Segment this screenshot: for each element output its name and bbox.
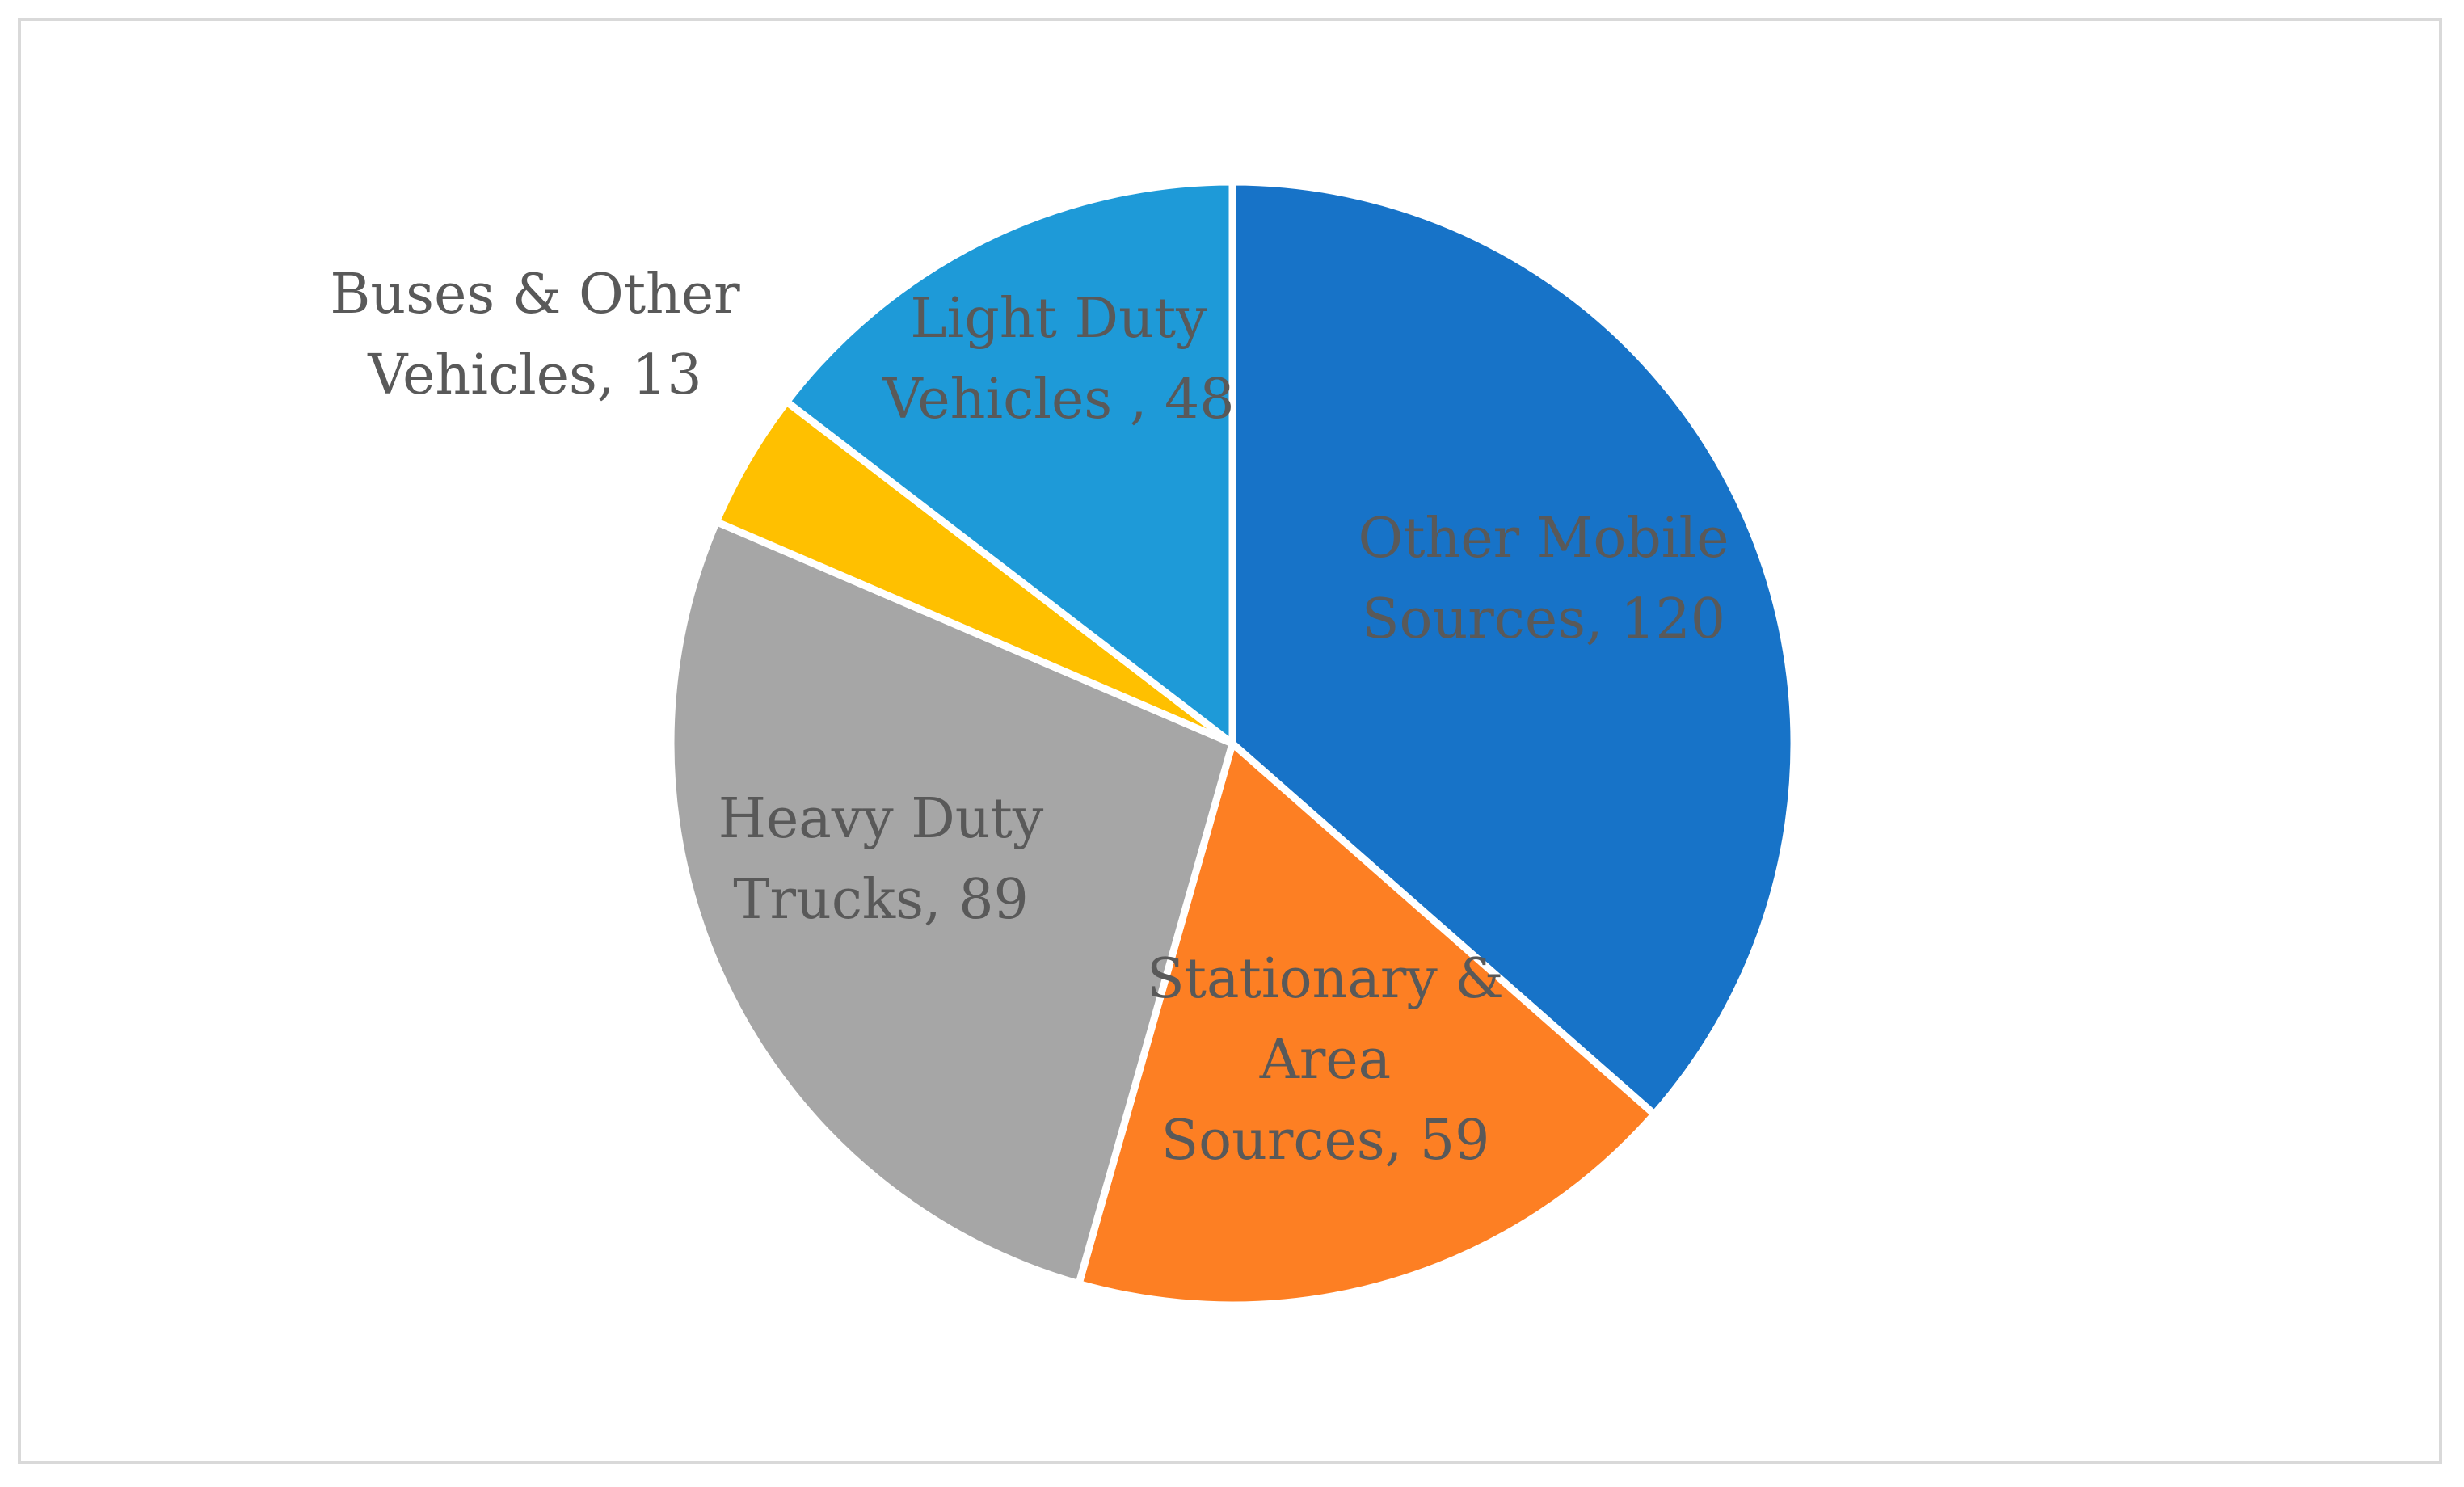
slice-label-heavy-duty-trucks: Heavy Duty Trucks, 89 bbox=[718, 787, 1044, 932]
slice-label-line: Vehicles , 48 bbox=[882, 368, 1235, 432]
slice-label-line: Stationary & bbox=[1147, 947, 1504, 1011]
slice-label-light-duty-vehicles: Light Duty Vehicles , 48 bbox=[882, 287, 1235, 432]
pie-slice-stationary-area-sources bbox=[1075, 739, 1658, 1309]
slice-label-line: Vehicles, 13 bbox=[367, 343, 701, 407]
slice-label-line: Other Mobile bbox=[1358, 507, 1729, 571]
slice-label-line: Heavy Duty bbox=[718, 787, 1044, 851]
pie-slice-other-mobile-sources bbox=[1228, 178, 1798, 1118]
slice-label-line: Buses & Other bbox=[330, 263, 740, 326]
slice-label-other-mobile-sources: Other Mobile Sources, 120 bbox=[1358, 507, 1729, 651]
slice-label-line: Sources, 120 bbox=[1362, 588, 1725, 651]
slice-label-stationary-area-sources: Stationary & Area Sources, 59 bbox=[1147, 947, 1504, 1173]
slice-label-line: Sources, 59 bbox=[1161, 1109, 1490, 1173]
pie-slice-light-duty-vehicles bbox=[782, 178, 1236, 748]
slice-label-line: Light Duty bbox=[910, 287, 1207, 351]
pie-slice-heavy-duty-trucks bbox=[667, 518, 1236, 1288]
slice-label-buses-other-vehicles: Buses & Other Vehicles, 13 bbox=[330, 263, 740, 407]
slice-label-line: Area bbox=[1259, 1028, 1391, 1092]
pie-slices bbox=[667, 178, 1798, 1309]
pie-labels: Other Mobile Sources, 120 Stationary & Area… bbox=[330, 263, 1729, 1173]
slice-label-line: Trucks, 89 bbox=[733, 868, 1029, 932]
